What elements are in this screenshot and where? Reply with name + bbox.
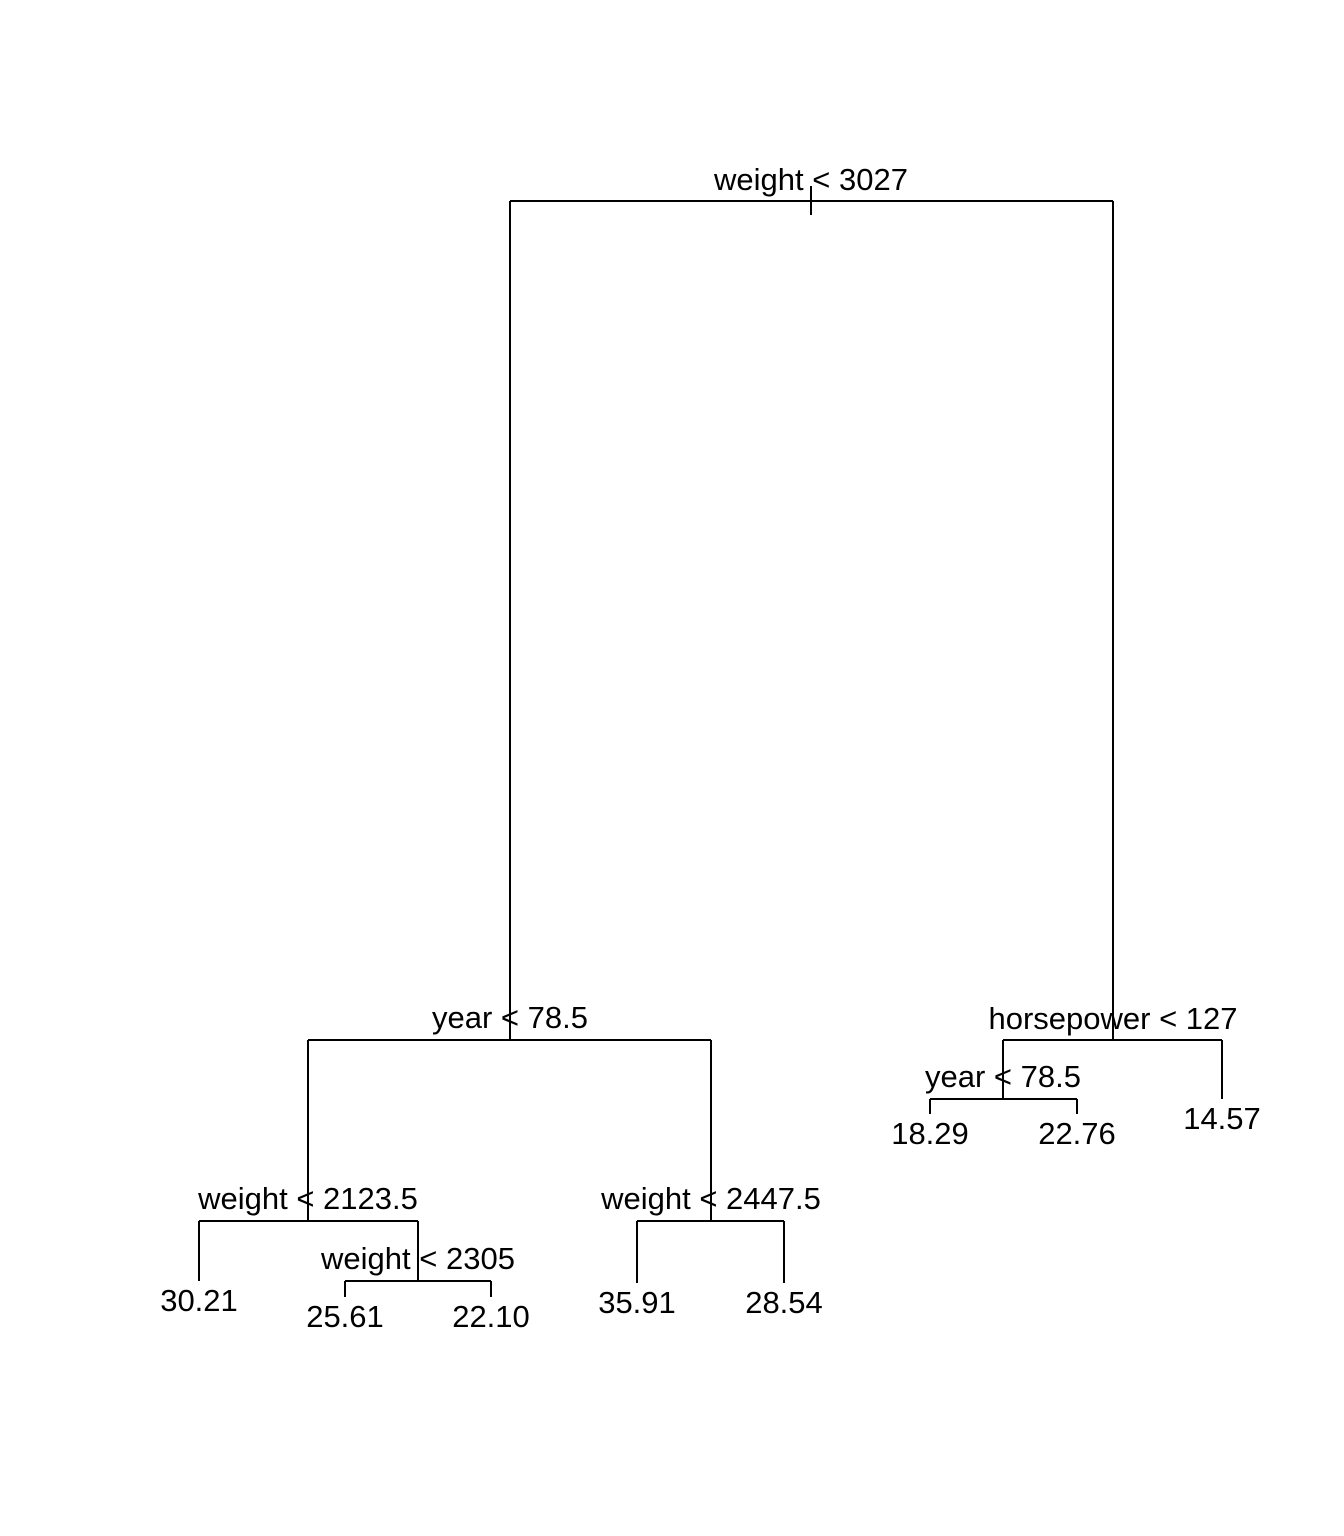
- left-split-label: year < 78.5: [432, 1000, 588, 1035]
- leaf-value: 35.91: [598, 1285, 676, 1320]
- leaf-value: 14.57: [1183, 1101, 1261, 1136]
- right-left-split-label: year < 78.5: [925, 1059, 1081, 1094]
- leaf-value: 28.54: [745, 1285, 823, 1320]
- right-split-label: horsepower < 127: [988, 1001, 1237, 1036]
- leaf-value: 22.76: [1038, 1116, 1116, 1151]
- left-right-split-label: weight < 2447.5: [600, 1181, 821, 1216]
- leaf-value: 18.29: [891, 1116, 969, 1151]
- root-split-label: weight < 3027: [713, 162, 908, 197]
- leaf-value: 25.61: [306, 1299, 384, 1334]
- leaf-value: 22.10: [452, 1299, 530, 1334]
- left-left-right-split-label: weight < 2305: [320, 1241, 515, 1276]
- left-left-split-label: weight < 2123.5: [197, 1181, 418, 1216]
- leaf-value: 30.21: [160, 1283, 238, 1318]
